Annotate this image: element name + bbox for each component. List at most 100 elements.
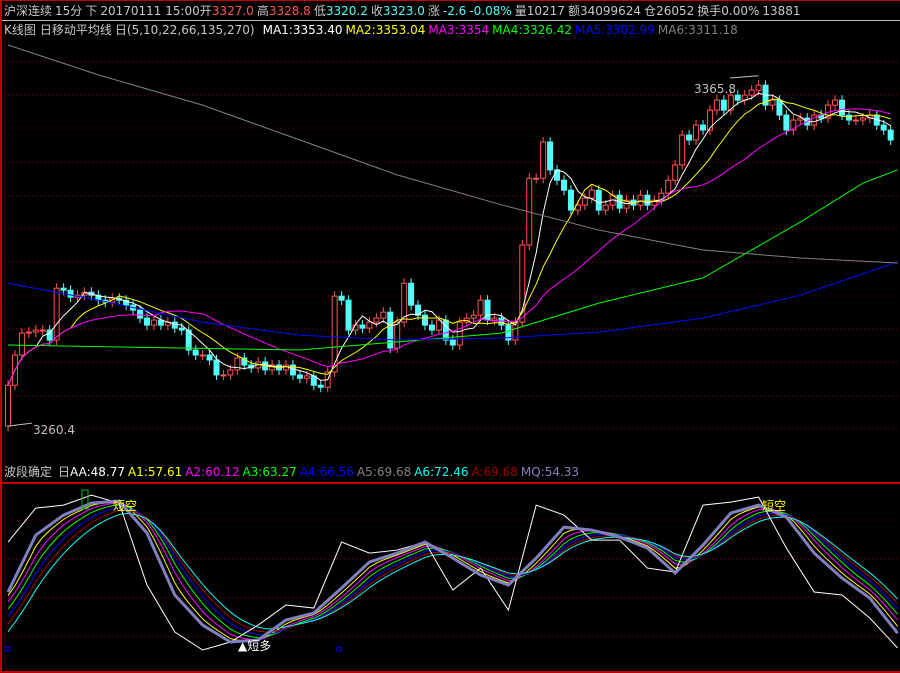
short-buy-marker: ▲短多 — [238, 639, 272, 653]
turnover-value: 0.00% — [721, 4, 760, 18]
aa-line — [7, 494, 898, 651]
candle — [449, 339, 456, 346]
candle — [887, 129, 894, 141]
indicator-params: 日(5,10,22,66,135,270) — [114, 23, 255, 37]
legend-item: A1:57.61 — [127, 465, 183, 479]
legend-item: MQ:54.33 — [520, 465, 580, 479]
amount-value: 34099624 — [579, 4, 642, 18]
candle — [171, 321, 178, 329]
candle — [25, 331, 32, 334]
candle — [213, 359, 220, 376]
oi-label: 仓 — [644, 4, 657, 18]
candle — [637, 194, 644, 206]
candle — [296, 374, 303, 379]
candle — [540, 141, 547, 179]
legend-item: MA2:3353.04 — [345, 23, 426, 37]
legend-item: MA1:3353.40 — [262, 23, 343, 37]
candle — [852, 119, 859, 122]
candle — [755, 84, 762, 91]
change-value: -2.6 — [442, 4, 467, 18]
low-label: 低 — [313, 4, 326, 18]
candle — [206, 354, 213, 361]
candle — [644, 194, 651, 206]
ma4-line — [7, 169, 898, 351]
fan-line-2 — [7, 502, 898, 641]
candle — [317, 384, 324, 388]
candle — [880, 124, 887, 131]
indicator-name[interactable]: 日移动平均线 — [39, 23, 112, 37]
volume-value: 10217 — [526, 4, 565, 18]
quote-header: 沪深连续 15分下 20170111 15:00开3327.0 高3328.8 低332… — [4, 2, 804, 20]
candle — [401, 282, 408, 323]
low-pointer — [7, 422, 33, 427]
legend-item: A2:60.12 — [185, 465, 240, 479]
candle — [192, 349, 199, 356]
instrument-name[interactable]: 沪深连续 — [4, 4, 53, 18]
fan-line-4 — [7, 506, 898, 636]
legend-item: A5:69.68 — [356, 465, 412, 479]
candle — [428, 324, 435, 331]
high-pointer — [729, 75, 759, 79]
candle — [720, 99, 727, 111]
price-chart[interactable] — [0, 0, 900, 482]
candle — [672, 164, 679, 181]
candle — [185, 329, 192, 351]
candle — [567, 189, 574, 211]
candle — [595, 189, 602, 211]
candle — [588, 189, 595, 199]
candle — [845, 114, 852, 121]
indicator-title[interactable]: 波段确定 — [4, 465, 53, 479]
candle — [60, 287, 67, 291]
direction: 下 — [85, 4, 98, 18]
period[interactable]: 15分 — [55, 4, 83, 18]
open-value: 3327.0 — [211, 4, 254, 18]
legend-item: MA3:3354 — [428, 23, 490, 37]
legend-item: A6:72.46 — [414, 465, 469, 479]
ma-legend-items: MA1:3353.40 MA2:3353.04 MA3:3354 MA4:3326.4… — [263, 23, 741, 37]
ma2-line — [7, 98, 891, 386]
candle — [811, 114, 818, 126]
candle — [519, 244, 526, 323]
mq-line — [6, 499, 899, 644]
candle — [422, 314, 428, 326]
candle — [32, 329, 39, 333]
candle — [408, 282, 415, 306]
oi-value: 26052 — [656, 4, 695, 18]
candle — [366, 321, 373, 329]
ma3-line — [7, 108, 891, 386]
candle — [748, 89, 755, 96]
turnover-label: 换手 — [697, 4, 722, 18]
legend-item: MA4:3326.42 — [492, 23, 572, 37]
pane-divider — [2, 482, 900, 484]
candle — [220, 374, 227, 377]
close-label: 收 — [370, 4, 383, 18]
candle — [859, 117, 866, 121]
indicator-legend: 波段确定 日AA:48.77 A1:57.61 A2:60.12 A3:63.27 A4:… — [4, 463, 585, 481]
candle — [700, 124, 706, 131]
candle — [783, 114, 790, 131]
candle — [790, 119, 797, 131]
ma6-line — [7, 44, 898, 264]
candle — [18, 332, 25, 356]
fan-line-6 — [7, 513, 898, 632]
ma5-line — [7, 261, 898, 341]
candle — [227, 369, 234, 376]
high-label: 高 — [256, 4, 269, 18]
signal-dot — [5, 646, 11, 652]
legend-item: MA5:3302.99 — [575, 23, 655, 37]
candle — [533, 177, 540, 180]
candle — [706, 109, 713, 131]
high-annotation: 3365.8 — [694, 82, 736, 96]
candle — [234, 357, 241, 371]
candle — [505, 324, 512, 341]
candle — [602, 204, 609, 211]
candle — [547, 141, 554, 171]
candle — [137, 309, 144, 319]
signal-dot — [336, 646, 342, 652]
chart-name[interactable]: K线图 — [4, 23, 36, 37]
indicator-prefix: 日 — [58, 465, 71, 479]
candle — [665, 179, 672, 194]
candle — [651, 199, 658, 206]
short-sell-marker: 短空 — [762, 499, 787, 513]
